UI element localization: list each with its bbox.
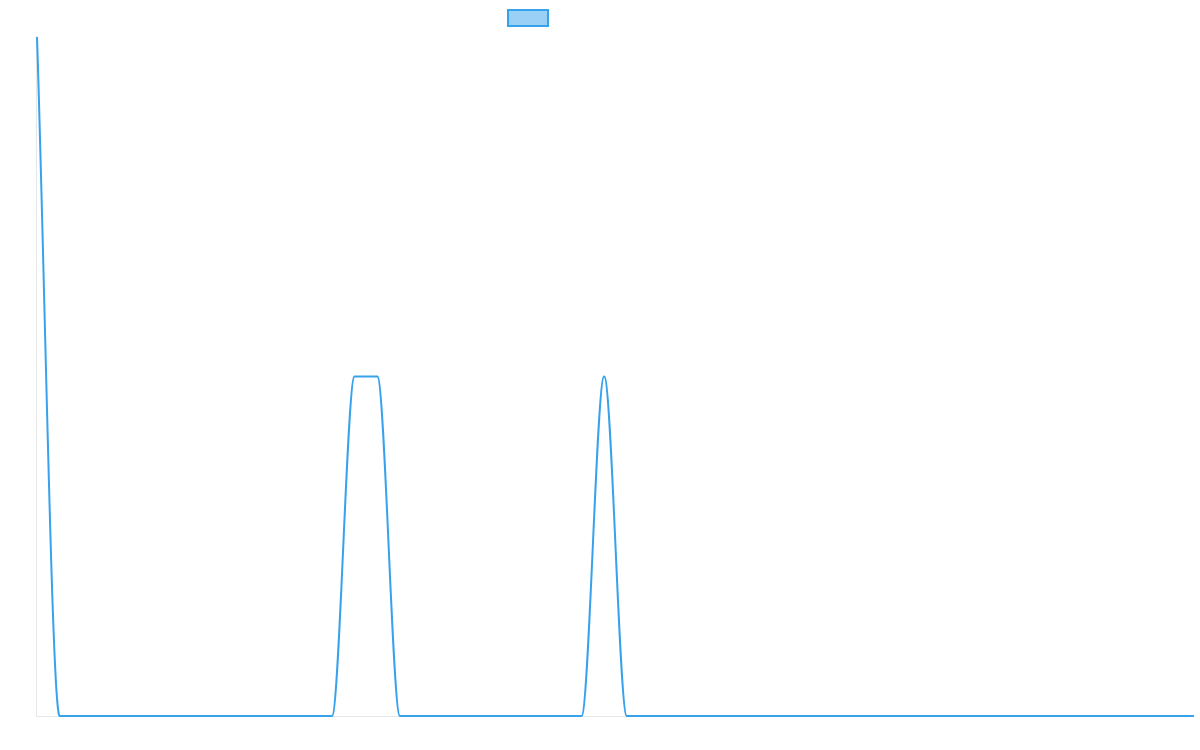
series-layer [36, 36, 1194, 717]
legend[interactable] [507, 9, 549, 27]
series-line-1[interactable] [36, 36, 1194, 717]
legend-swatch-series-1[interactable] [507, 9, 549, 27]
